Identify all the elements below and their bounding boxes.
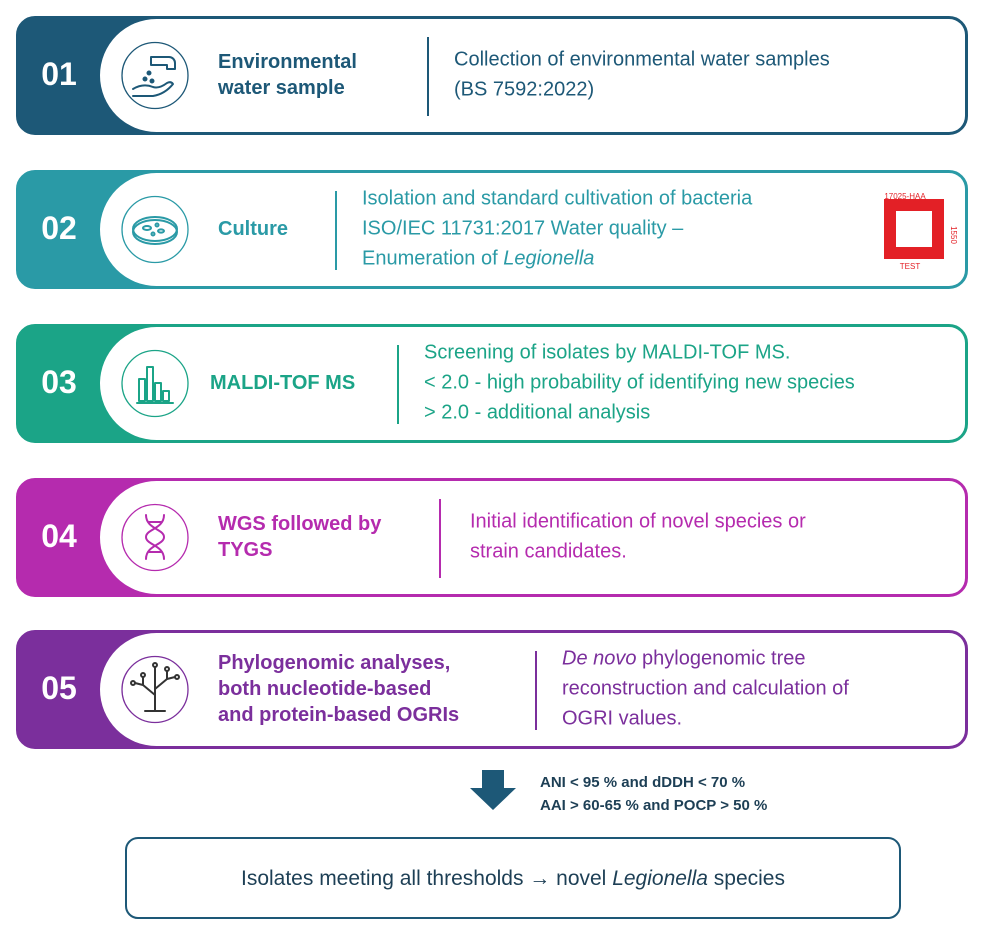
step-card: 02 Culture Isolation and standard cultivat… (16, 170, 968, 289)
text-span: reconstruction and calculation of (562, 678, 849, 700)
result-text: Isolates meeting all thresholds → novel … (241, 867, 785, 890)
step-description: Collection of environmental water sample… (454, 49, 830, 71)
step-card: 05 Phylogenomic analyses, both nucleotide-… (16, 630, 968, 749)
text-span: OGRI values. (562, 708, 682, 730)
step-number: 04 (41, 518, 77, 554)
icon-ring (121, 655, 189, 724)
threshold: ANI < 95 % and dDDH < 70 % (540, 774, 745, 791)
step-description: < 2.0 - high probability of identifying … (424, 372, 855, 394)
step-description: Initial identification of novel species … (470, 511, 806, 533)
step-title: Environmental (218, 51, 357, 73)
logo-top: 17025-HAA (884, 192, 926, 201)
icon-ring (121, 195, 189, 264)
icon-water (132, 56, 176, 97)
step-title: water sample (217, 77, 345, 99)
text-span: strain candidates. (470, 541, 627, 563)
text-span: Enumeration of (362, 248, 503, 270)
step-card: 03 MALDI-TOF MS Screening of isolates by M… (16, 324, 968, 443)
step-number: 01 (41, 56, 77, 92)
card-panel (100, 19, 965, 132)
step-description: De novo phylogenomic tree (562, 648, 805, 670)
text-span: Isolates meeting all thresholds → novel (241, 867, 612, 890)
step-description: Enumeration of Legionella (362, 248, 594, 270)
card-panel (100, 173, 965, 286)
step-description: OGRI values. (562, 708, 682, 730)
italic-text: De novo (562, 648, 637, 670)
italic-text: Legionella (503, 248, 594, 270)
text-span: phylogenomic tree (637, 648, 806, 670)
card-panel (100, 481, 965, 594)
text-span: Collection of environmental water sample… (454, 49, 830, 71)
logo-bottom: TEST (900, 262, 921, 271)
step-description: ISO/IEC 11731:2017 Water quality – (362, 218, 684, 240)
logo-frame (884, 199, 944, 259)
icon-petri (132, 216, 178, 245)
icon-ring (121, 503, 189, 572)
text-span: Screening of isolates by MALDI-TOF MS. (424, 342, 790, 364)
icon-spectrum (136, 366, 174, 404)
icon-dna (145, 514, 165, 560)
down-arrow (470, 770, 516, 810)
step-title: MALDI-TOF MS (210, 372, 355, 394)
step-description: strain candidates. (470, 541, 627, 563)
card-panel (100, 327, 965, 440)
step-title: Phylogenomic analyses, (218, 652, 450, 674)
step-title: Culture (218, 218, 288, 240)
threshold: AAI > 60-65 % and POCP > 50 % (540, 797, 767, 814)
steps: 01 Environmental water sample Collection of… (16, 16, 968, 749)
step-number: 02 (41, 210, 77, 246)
step-number: 05 (41, 670, 77, 706)
step-title: TYGS (218, 539, 272, 561)
step-description: reconstruction and calculation of (562, 678, 849, 700)
step-description: Isolation and standard cultivation of ba… (362, 188, 753, 210)
step-title: both nucleotide-based (218, 678, 431, 700)
text-span: species (708, 867, 785, 890)
card-panel (100, 633, 965, 746)
step-title: WGS followed by (218, 513, 382, 535)
step-title: and protein-based OGRIs (218, 704, 459, 726)
step-card: 04 WGS followed by TYGS Initial identificat… (16, 478, 968, 597)
text-span: < 2.0 - high probability of identifying … (424, 372, 855, 394)
icon-ring (121, 41, 189, 110)
text-span: (BS 7592:2022) (454, 79, 594, 101)
step-number: 03 (41, 364, 77, 400)
icon-ring (121, 349, 189, 418)
icon-tree (130, 662, 180, 712)
italic-text: Legionella (612, 867, 708, 890)
text-span: Initial identification of novel species … (470, 511, 806, 533)
step-description: (BS 7592:2022) (454, 79, 594, 101)
accreditation-logo: 17025-HAA 1550 TEST (884, 192, 958, 271)
logo-side: 1550 (949, 226, 958, 244)
result-box (125, 837, 901, 919)
text-span: > 2.0 - additional analysis (424, 402, 650, 424)
step-description: Screening of isolates by MALDI-TOF MS. (424, 342, 790, 364)
step-card: 01 Environmental water sample Collection of… (16, 16, 968, 135)
text-span: Isolation and standard cultivation of ba… (362, 188, 753, 210)
logo-corner (932, 199, 944, 211)
text-span: ISO/IEC 11731:2017 Water quality – (362, 218, 684, 240)
step-description: > 2.0 - additional analysis (424, 402, 650, 424)
